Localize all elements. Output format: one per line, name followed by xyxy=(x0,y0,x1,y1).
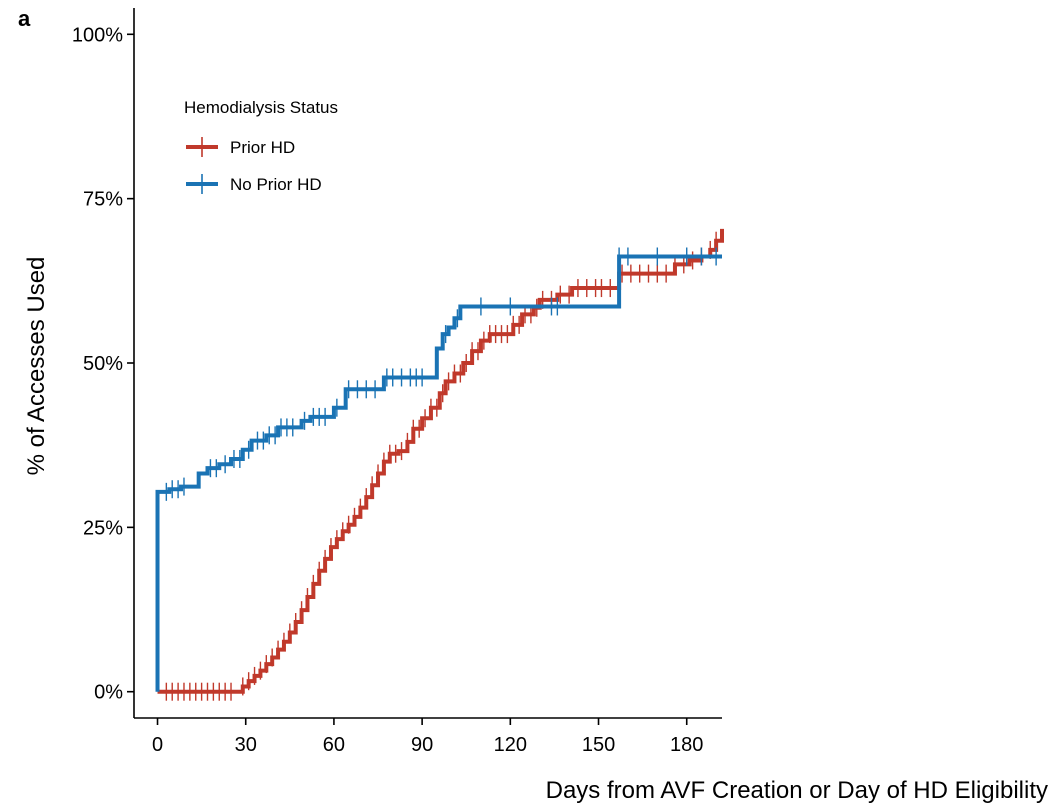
legend-label: No Prior HD xyxy=(230,175,322,194)
y-axis-label: % of Accesses Used xyxy=(23,257,50,476)
x-tick-label: 90 xyxy=(411,734,433,756)
legend-item: No Prior HD xyxy=(186,174,322,194)
x-tick-label: 180 xyxy=(670,734,703,756)
x-tick-label: 60 xyxy=(323,734,345,756)
x-ticks: 0 30 60 90 120 150 180 xyxy=(152,718,703,756)
series-layer xyxy=(155,228,724,701)
legend-items: Prior HD No Prior HD xyxy=(186,137,322,194)
legend-item: Prior HD xyxy=(186,137,295,157)
y-tick-label: 100% xyxy=(72,24,123,46)
axes: 0% 25% 50% 75% 100% 0 30 60 90 120 150 180 xyxy=(72,8,722,756)
series-line xyxy=(155,254,722,692)
y-tick-label: 50% xyxy=(83,353,123,375)
series-no-prior-hd xyxy=(155,247,722,692)
x-axis-label: Days from AVF Creation or Day of HD Elig… xyxy=(546,777,1048,804)
y-tick-label: 0% xyxy=(94,682,123,704)
legend-label: Prior HD xyxy=(230,138,295,157)
x-tick-label: 30 xyxy=(235,734,257,756)
legend-title: Hemodialysis Status xyxy=(184,98,338,117)
legend: Hemodialysis Status Prior HD No Prior HD xyxy=(184,98,338,194)
y-ticks: 0% 25% 50% 75% 100% xyxy=(72,24,134,704)
y-tick-label: 25% xyxy=(83,517,123,539)
x-tick-label: 120 xyxy=(494,734,527,756)
x-tick-label: 0 xyxy=(152,734,163,756)
series-prior-hd xyxy=(157,228,724,701)
y-tick-label: 75% xyxy=(83,189,123,211)
x-tick-label: 150 xyxy=(582,734,615,756)
panel-label: a xyxy=(18,6,31,31)
